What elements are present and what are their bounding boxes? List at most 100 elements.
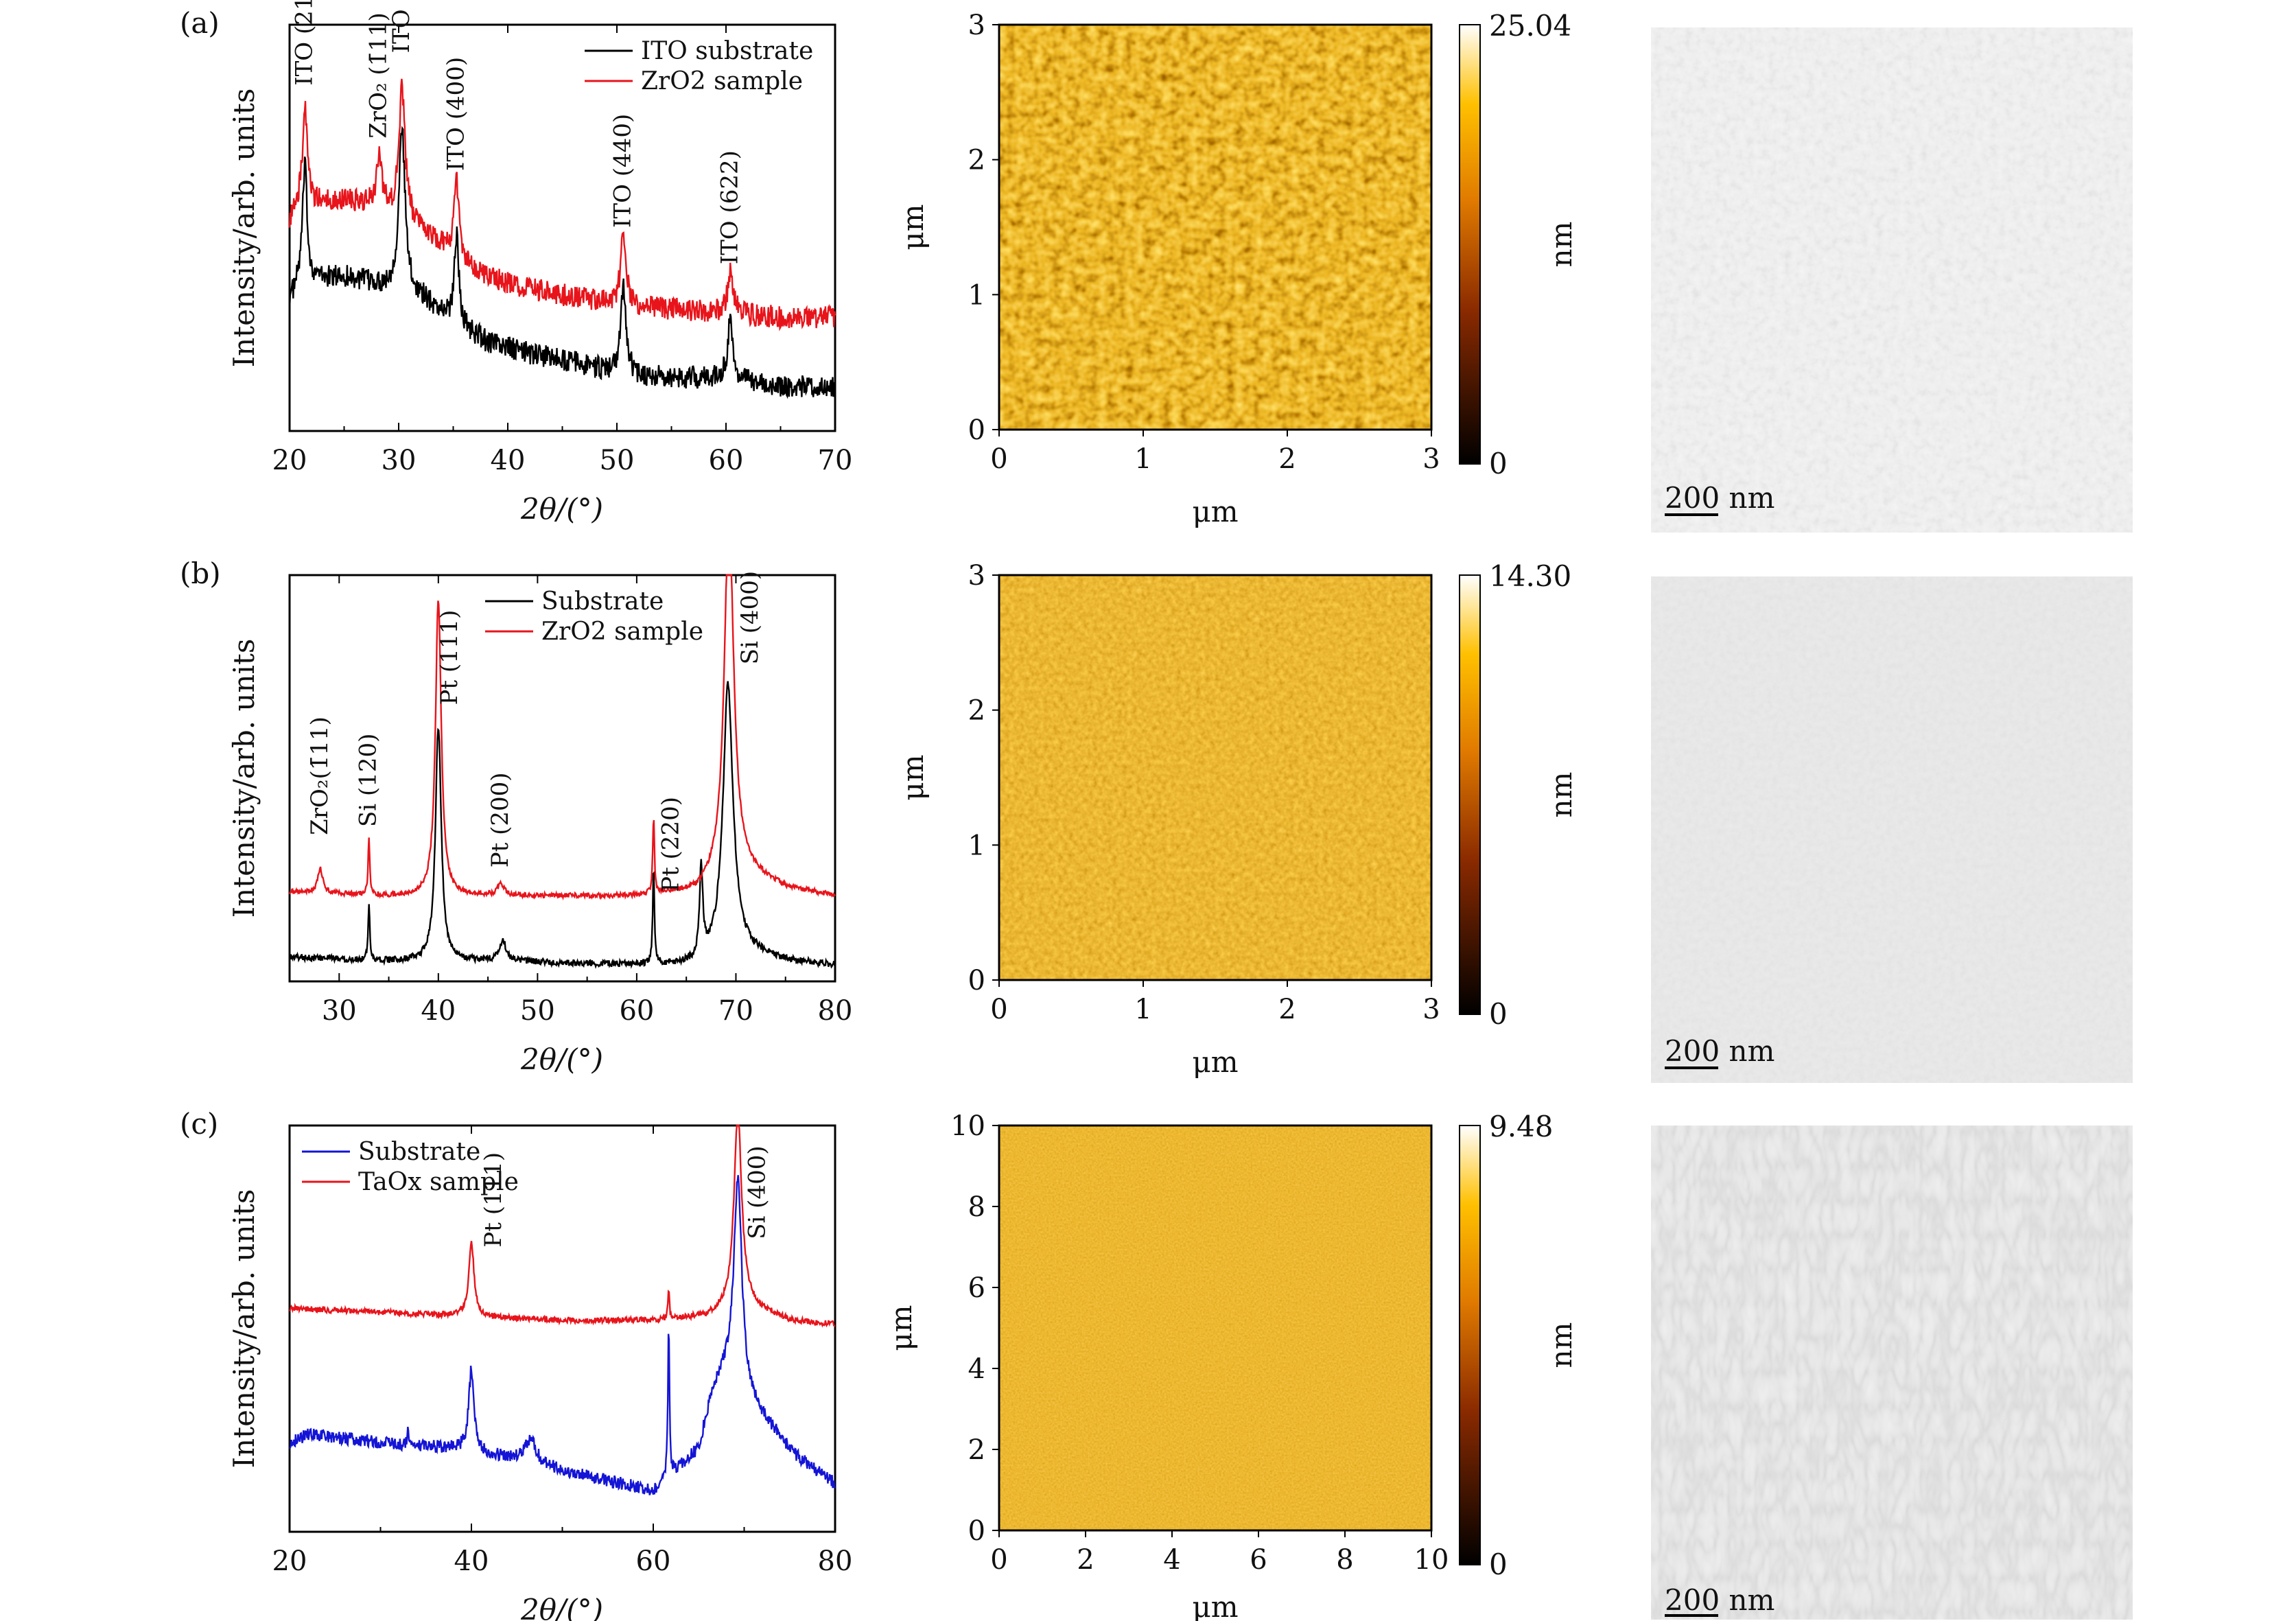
x-tick-label: 20 [272, 1546, 307, 1577]
y-axis-label-c: Intensity/arb. units [227, 1189, 261, 1469]
peak-annotation: ITO (400) [442, 57, 469, 171]
x-tick-label: 60 [636, 1546, 671, 1577]
legend-entry: ZrO2 sample [641, 67, 803, 95]
series-line-1 [288, 78, 836, 331]
peak-annotation: Pt (111) [436, 610, 463, 705]
x-tick-label: 20 [272, 445, 307, 476]
x-tick-label: 70 [718, 995, 753, 1027]
afm-y-tick-label: 0 [968, 415, 985, 446]
afm-y-tick-label: 3 [968, 10, 985, 41]
legend-entry: TaOx sample [358, 1168, 519, 1196]
x-tick-label: 40 [454, 1546, 489, 1577]
series-line-0 [288, 681, 836, 969]
colorbar-min-c: 0 [1489, 1548, 1508, 1581]
peak-annotation: Si (120) [355, 734, 382, 827]
legend-entry: ZrO2 sample [541, 618, 703, 646]
afm-x-label-c: μm [1192, 1590, 1238, 1621]
afm-axes-c: 0 2 4 6 8 10 0 2 4 6 8 10 [950, 1110, 1449, 1576]
series-line-1 [288, 574, 836, 901]
colorbar-label-b: nm [1545, 772, 1578, 818]
afm-map-c: 0 2 4 6 8 10 0 2 4 6 8 10 μm μm 9.48 0 nm [885, 1110, 1578, 1621]
sem-image-a: 200 nm [1651, 27, 2133, 533]
colorbar-max-c: 9.48 [1489, 1110, 1554, 1143]
afm-image-c [999, 1126, 1431, 1530]
afm-map-b: 0 1 2 3 0 1 2 3 μm μm 14.30 0 nm [896, 559, 1578, 1079]
scale-bar-label-a: 200 nm [1665, 481, 1774, 515]
afm-axes-a: 0 1 2 3 0 1 2 3 [968, 10, 1440, 475]
afm-image-a [999, 25, 1431, 430]
panel-label-b: (b) [180, 557, 221, 590]
series-line-0 [289, 1175, 836, 1495]
colorbar-label-c: nm [1545, 1322, 1578, 1368]
afm-image-b [999, 575, 1431, 980]
afm-y-tick-label: 2 [968, 145, 985, 176]
peak-annotation: ITO (211) [290, 0, 318, 86]
peak-annotation: ITO (222) [388, 0, 415, 53]
y-axis-label-a: Intensity/arb. units [227, 89, 261, 368]
x-axis-label-b: 2θ/(°) [520, 1042, 603, 1076]
afm-x-tick-label: 0 [990, 994, 1007, 1025]
x-axis-label-c: 2θ/(°) [520, 1593, 603, 1621]
afm-x-tick-label: 4 [1163, 1544, 1180, 1576]
afm-x-tick-label: 3 [1422, 994, 1440, 1025]
scale-bar-label-c: 200 nm [1665, 1583, 1774, 1617]
x-tick-label: 50 [600, 445, 635, 476]
colorbar-min-b: 0 [1489, 997, 1508, 1031]
colorbar-a [1459, 24, 1481, 465]
x-tick-label: 80 [818, 995, 853, 1027]
peak-annotation: ZrO₂ (1̄11) [364, 12, 392, 139]
peak-annotation: Pt (200) [487, 772, 514, 867]
x-tick-label: 30 [322, 995, 357, 1027]
afm-y-label-c: μm [885, 1305, 918, 1351]
x-tick-label: 30 [382, 445, 417, 476]
legend-entry: Substrate [541, 587, 664, 616]
afm-x-label-b: μm [1192, 1045, 1238, 1079]
afm-x-tick-label: 3 [1422, 443, 1440, 475]
x-tick-label: 70 [818, 445, 853, 476]
afm-x-tick-label: 0 [990, 1544, 1007, 1576]
y-axis-label-b: Intensity/arb. units [227, 639, 261, 918]
afm-y-tick-label: 2 [968, 695, 985, 727]
series-line-1 [289, 1124, 836, 1328]
afm-x-tick-label: 2 [1278, 443, 1296, 475]
x-tick-label: 50 [520, 995, 555, 1027]
afm-x-tick-label: 6 [1250, 1544, 1267, 1576]
peak-annotation: Pt (111) [480, 1152, 507, 1248]
peak-annotation: Si (400) [743, 1145, 771, 1239]
afm-x-tick-label: 10 [1414, 1544, 1449, 1576]
afm-x-tick-label: 8 [1336, 1544, 1353, 1576]
afm-y-tick-label: 10 [950, 1110, 985, 1142]
afm-x-tick-label: 2 [1278, 994, 1296, 1025]
afm-y-tick-label: 0 [968, 965, 985, 996]
colorbar-c [1459, 1125, 1481, 1565]
colorbar-min-a: 0 [1489, 447, 1508, 480]
afm-map-a: 0 1 2 3 0 1 2 3 μm μm 25.04 0 nm [896, 9, 1578, 528]
afm-x-tick-label: 1 [1134, 994, 1151, 1025]
legend-entry: ITO substrate [641, 37, 813, 65]
panel-label-c: (c) [180, 1107, 218, 1141]
afm-y-label-b: μm [896, 754, 930, 800]
afm-y-tick-label: 0 [968, 1515, 985, 1547]
afm-y-tick-label: 1 [968, 830, 985, 861]
afm-y-tick-label: 2 [968, 1434, 985, 1466]
x-tick-label: 60 [619, 995, 654, 1027]
xrd-frame-b [288, 574, 836, 983]
x-tick-label: 40 [421, 995, 456, 1027]
afm-y-tick-label: 1 [968, 279, 985, 311]
peak-annotation: ITO (440) [609, 114, 637, 228]
afm-y-label-a: μm [896, 204, 930, 250]
afm-x-tick-label: 0 [990, 443, 1007, 475]
sem-image-c: 200 nm [1651, 1126, 2133, 1620]
colorbar-max-b: 14.30 [1489, 559, 1571, 593]
series-line-0 [288, 126, 836, 399]
afm-x-tick-label: 2 [1077, 1544, 1094, 1576]
colorbar-b [1459, 574, 1481, 1015]
